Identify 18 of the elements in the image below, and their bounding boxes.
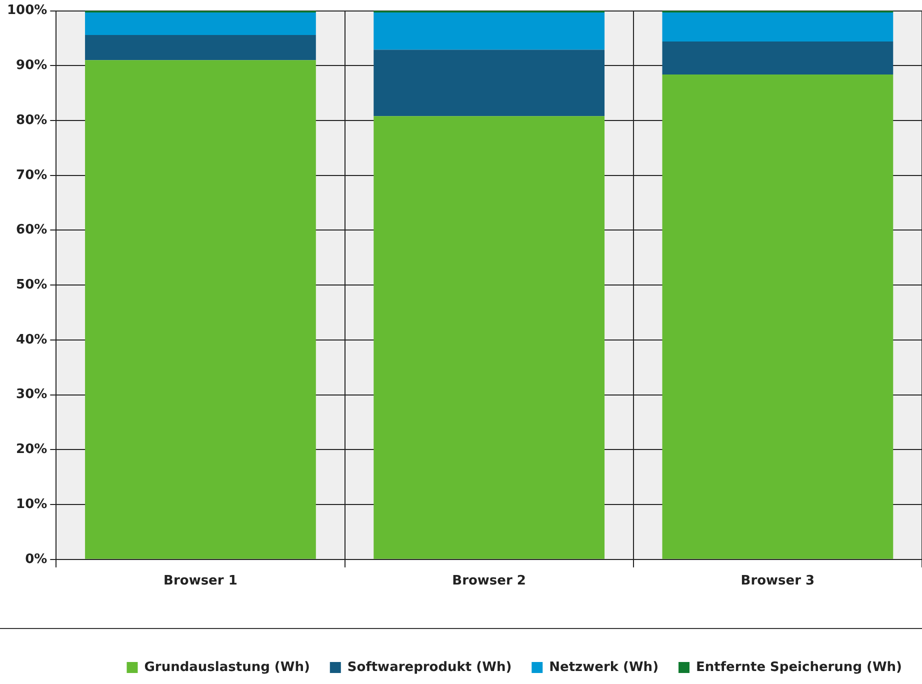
y-tick-label: 10%	[16, 496, 48, 512]
x-tick-label: Browser 3	[740, 574, 815, 589]
y-tick-label: 30%	[16, 387, 48, 402]
y-tick-label: 60%	[16, 222, 48, 238]
y-tick-label: 90%	[16, 58, 48, 74]
y-tick-label: 80%	[16, 112, 48, 128]
y-tick-label: 100%	[6, 3, 48, 18]
y-tick-label: 20%	[16, 442, 48, 458]
y-tick-label: 70%	[16, 168, 48, 183]
legend-label: Entfernte Speicherung (Wh)	[696, 660, 902, 675]
x-tick-label: Browser 1	[164, 574, 238, 589]
x-tick-label: Browser 2	[452, 574, 526, 589]
legend-label: Grundauslastung (Wh)	[144, 660, 310, 675]
y-tick-label: 50%	[16, 277, 48, 292]
y-tick-label: 0%	[25, 552, 48, 567]
y-tick-label: 40%	[16, 332, 48, 348]
legend-label: Softwareprodukt (Wh)	[347, 660, 512, 675]
legend-label: Netzwerk (Wh)	[549, 660, 659, 675]
